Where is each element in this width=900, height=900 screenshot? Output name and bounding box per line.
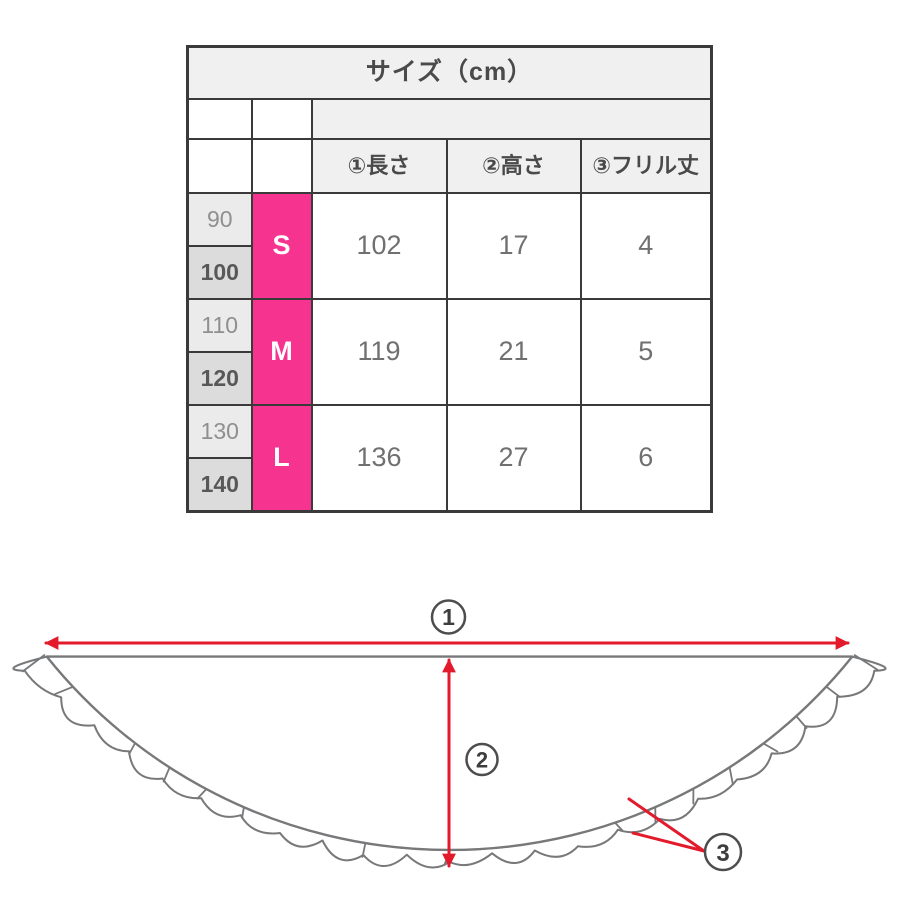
col-header-frill-length: ③フリル丈 — [579, 138, 713, 194]
size-cell-l: L — [250, 404, 313, 513]
age-cell-90: 90 — [186, 192, 253, 247]
empty-cell — [250, 98, 313, 140]
age-cell-120: 120 — [186, 351, 253, 406]
age-cell-130: 130 — [186, 404, 253, 459]
empty-cell — [186, 98, 253, 140]
width-label-circle — [430, 599, 467, 635]
height-label-circle — [465, 742, 499, 777]
size-table: サイズ（cm） ①長さ ②高さ ③フリル丈 90 S 102 17 4 — [186, 45, 713, 513]
measurement-diagram: 1 2 3 — [0, 580, 900, 900]
value-m-length: 119 — [310, 298, 448, 406]
col-header-height: ②高さ — [445, 138, 582, 194]
age-cell-110: 110 — [186, 298, 253, 353]
age-cell-100: 100 — [186, 245, 253, 300]
frill-label-number: 3 — [716, 840, 729, 867]
value-l-height: 27 — [445, 404, 582, 513]
header-band — [310, 98, 713, 140]
size-cell-s: S — [250, 192, 313, 300]
empty-cell — [186, 138, 253, 194]
col-header-length: ①長さ — [310, 138, 448, 194]
value-m-frill: 5 — [579, 298, 713, 406]
size-cell-m: M — [250, 298, 313, 406]
frill-pointer-lines — [627, 797, 706, 853]
value-l-length: 136 — [310, 404, 448, 513]
frill-label-circle — [703, 832, 743, 872]
age-cell-140: 140 — [186, 457, 253, 513]
value-s-length: 102 — [310, 192, 448, 300]
value-s-frill: 4 — [579, 192, 713, 300]
table-title: サイズ（cm） — [186, 45, 713, 100]
frill-label: 3 — [703, 832, 743, 872]
height-label: 2 — [465, 742, 499, 777]
empty-cell — [250, 138, 313, 194]
value-m-height: 21 — [445, 298, 582, 406]
height-label-number: 2 — [476, 748, 488, 773]
value-l-frill: 6 — [579, 404, 713, 513]
cape-measurement-figure: 1 2 3 — [12, 599, 887, 872]
width-label-number: 1 — [442, 604, 455, 630]
width-label: 1 — [430, 599, 467, 635]
value-s-height: 17 — [445, 192, 582, 300]
